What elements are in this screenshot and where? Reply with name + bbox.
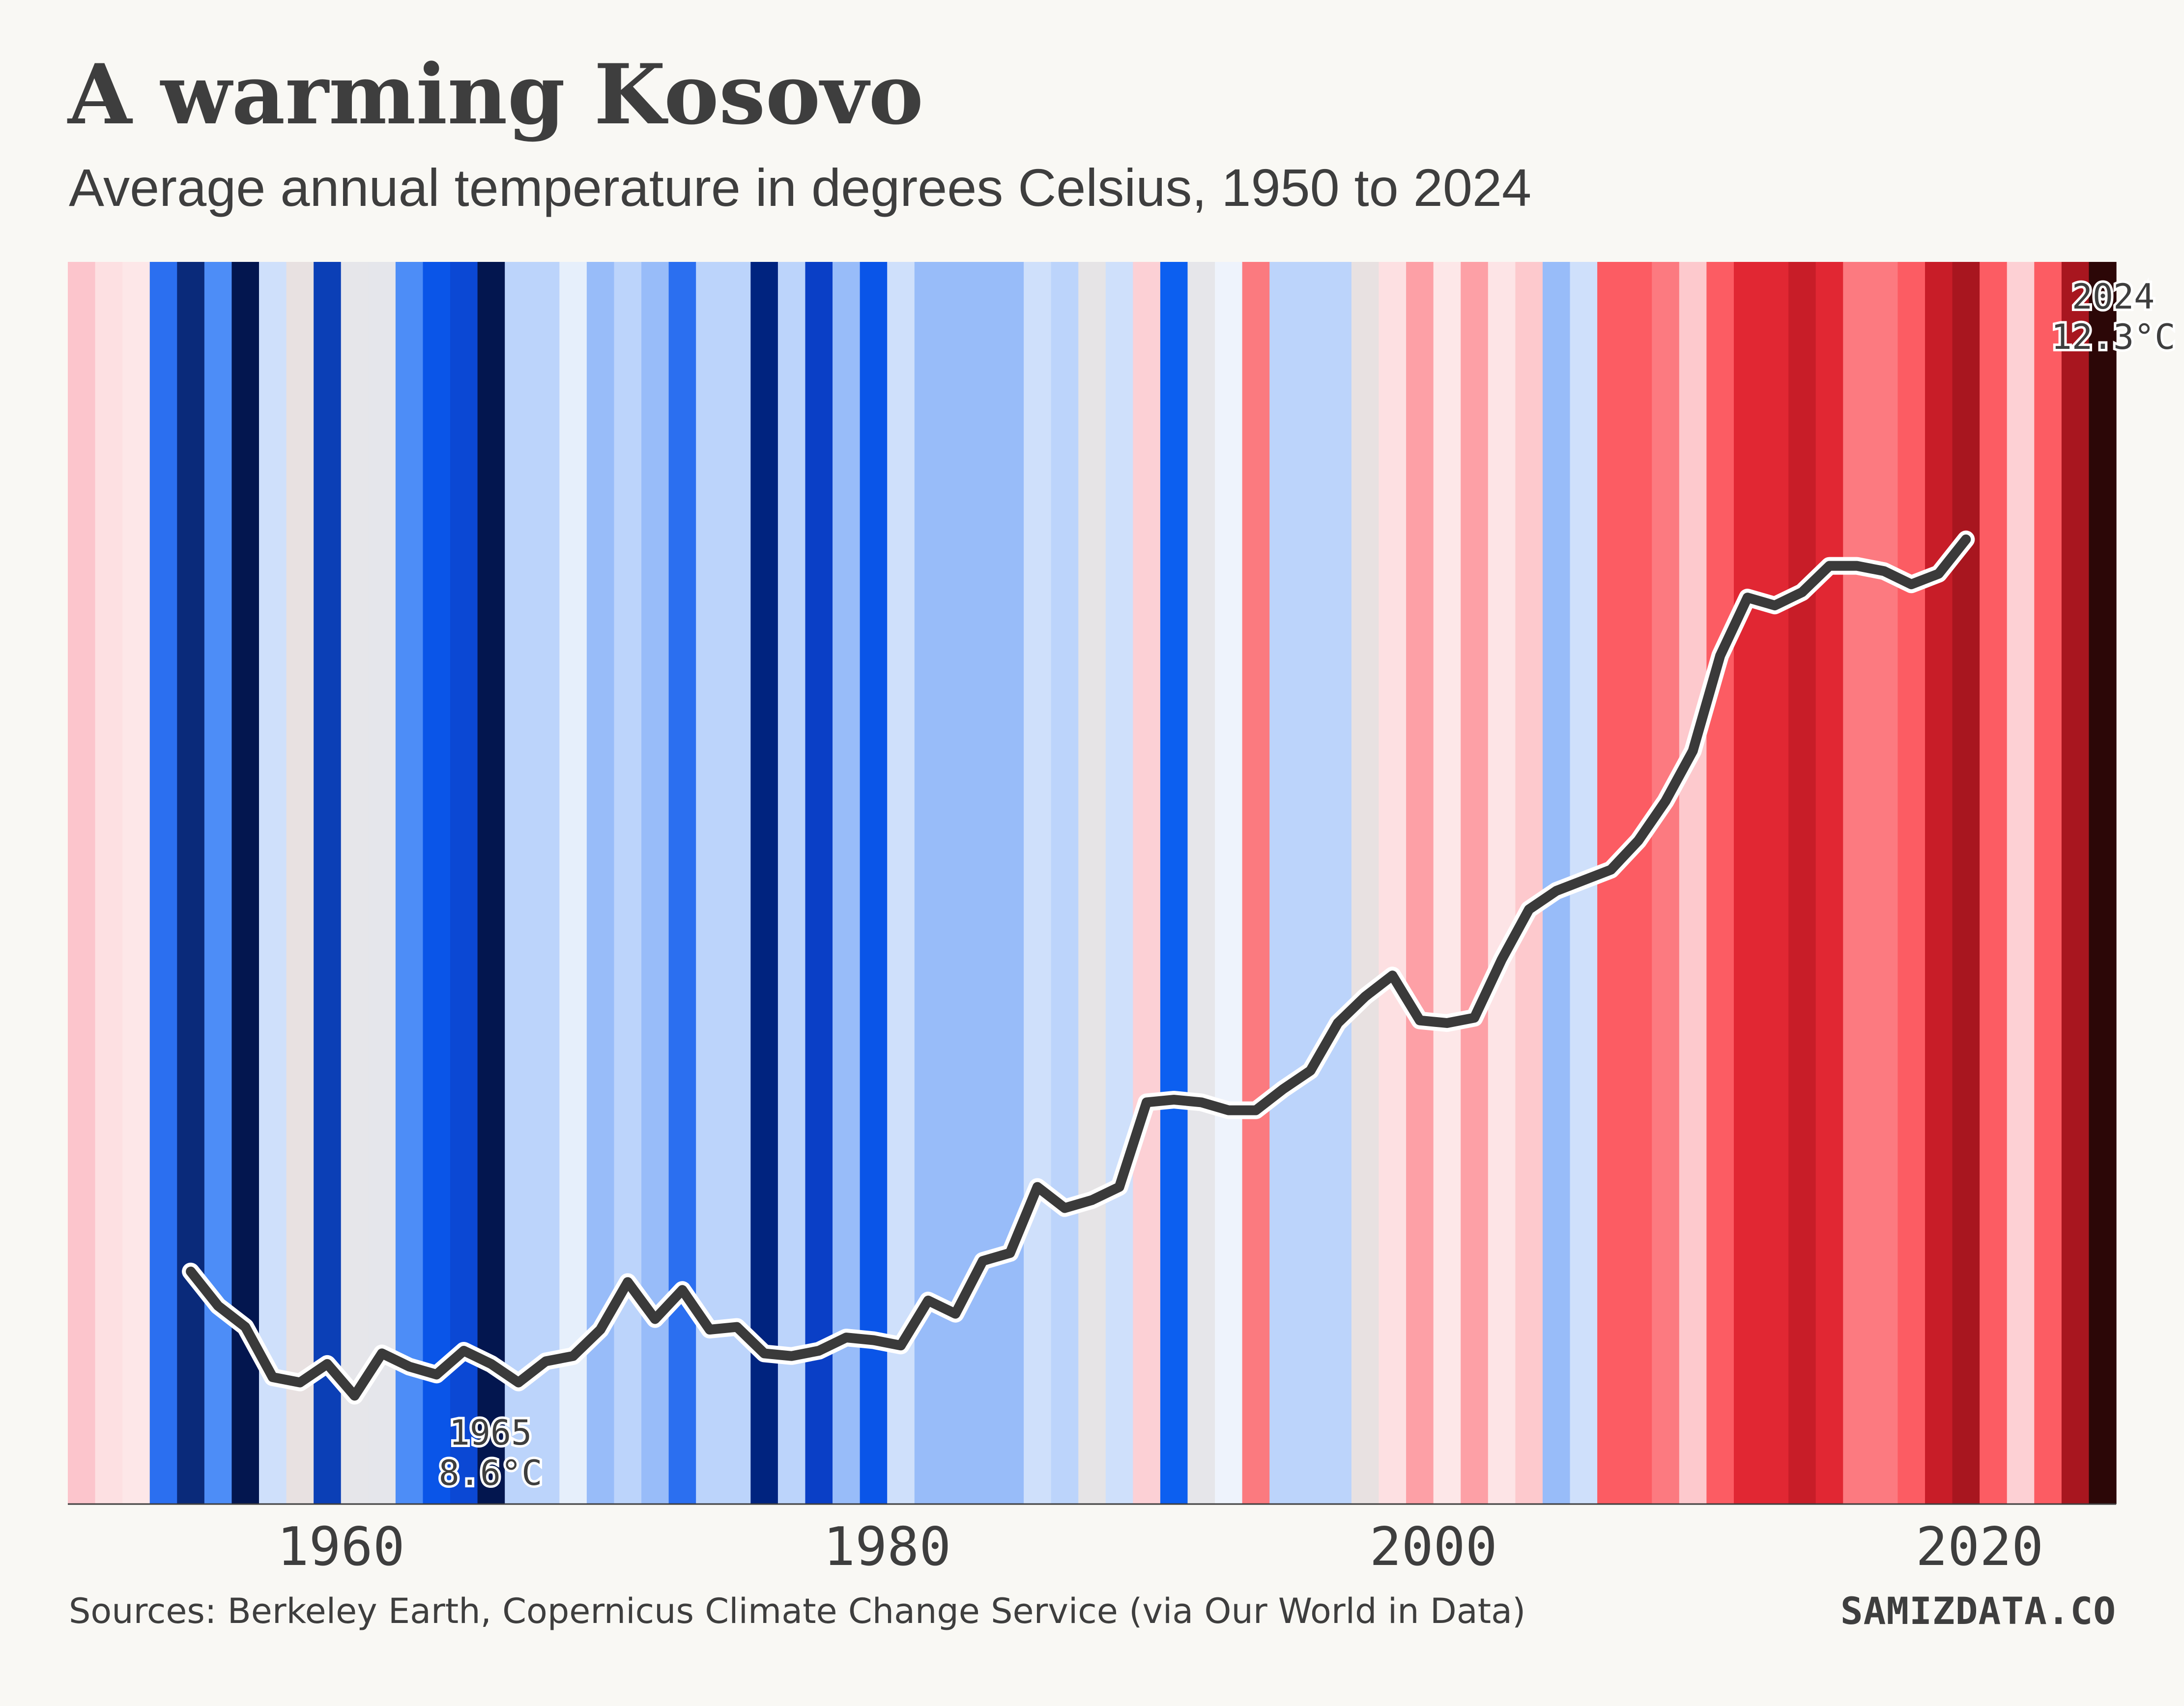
annotation-max-value: 12.3°C bbox=[2051, 317, 2176, 357]
stripe-1993 bbox=[1242, 262, 1270, 1504]
stripe-1989 bbox=[1133, 262, 1161, 1504]
stripe-2021 bbox=[2007, 262, 2035, 1504]
stripe-1985 bbox=[1024, 262, 1052, 1504]
stripe-2022 bbox=[2034, 262, 2062, 1504]
stripe-1996 bbox=[1324, 262, 1352, 1504]
stripe-1967 bbox=[532, 262, 560, 1504]
stripe-2011 bbox=[1733, 262, 1762, 1504]
temperature-line bbox=[186, 534, 1971, 1401]
stripe-1988 bbox=[1105, 262, 1133, 1504]
stripe-1966 bbox=[505, 262, 533, 1504]
stripe-2006 bbox=[1597, 262, 1625, 1504]
stripe-1964 bbox=[450, 262, 478, 1504]
x-tick-label-1960: 1960 bbox=[277, 1516, 405, 1578]
stripe-1995 bbox=[1296, 262, 1324, 1504]
x-axis-ticks: 1960 1980 2000 2020 bbox=[277, 1516, 2043, 1578]
stripe-2012 bbox=[1761, 262, 1789, 1504]
stripe-1961 bbox=[368, 262, 396, 1504]
stripe-1953 bbox=[149, 262, 177, 1504]
stripe-2014 bbox=[1815, 262, 1843, 1504]
stripe-2000 bbox=[1433, 262, 1461, 1504]
source-note: Sources: Berkeley Earth, Copernicus Clim… bbox=[69, 1591, 1526, 1631]
stripe-1957 bbox=[259, 262, 287, 1504]
stripe-1998 bbox=[1379, 262, 1407, 1504]
stripe-1992 bbox=[1215, 262, 1243, 1504]
x-tick-label-2000: 2000 bbox=[1370, 1516, 1497, 1578]
warming-stripes bbox=[68, 262, 2117, 1504]
stripe-1950 bbox=[68, 262, 96, 1504]
stripe-2007 bbox=[1624, 262, 1652, 1504]
stripe-1952 bbox=[122, 262, 150, 1504]
stripe-2013 bbox=[1788, 262, 1816, 1504]
stripe-2016 bbox=[1870, 262, 1898, 1504]
stripe-1999 bbox=[1406, 262, 1434, 1504]
annotation-max-year: 2024 bbox=[2072, 277, 2155, 317]
stripe-1958 bbox=[286, 262, 314, 1504]
stripe-1974 bbox=[723, 262, 751, 1504]
stripe-1960 bbox=[341, 262, 369, 1504]
stripe-1983 bbox=[969, 262, 997, 1504]
stripe-2024 bbox=[2089, 262, 2117, 1504]
stripe-2018 bbox=[1925, 262, 1953, 1504]
stripe-1956 bbox=[231, 262, 259, 1504]
stripe-1987 bbox=[1078, 262, 1106, 1504]
x-tick-label-2020: 2020 bbox=[1916, 1516, 2043, 1578]
stripe-2023 bbox=[2061, 262, 2090, 1504]
stripe-2002 bbox=[1488, 262, 1516, 1504]
stripe-1951 bbox=[95, 262, 123, 1504]
stripe-2010 bbox=[1706, 262, 1734, 1504]
stripe-2017 bbox=[1897, 262, 1925, 1504]
chart-subtitle: Average annual temperature in degrees Ce… bbox=[69, 158, 1532, 217]
stripe-1986 bbox=[1051, 262, 1079, 1504]
stripe-2003 bbox=[1515, 262, 1543, 1504]
stripe-2015 bbox=[1843, 262, 1871, 1504]
brand-logo: SAMIZDATA.CO bbox=[1840, 1589, 2116, 1633]
stripe-1977 bbox=[805, 262, 833, 1504]
stripe-2019 bbox=[1952, 262, 1980, 1504]
stripe-1975 bbox=[750, 262, 778, 1504]
stripe-2008 bbox=[1652, 262, 1680, 1504]
stripe-1980 bbox=[887, 262, 915, 1504]
chart-title: A warming Kosovo bbox=[68, 46, 924, 143]
stripe-1978 bbox=[833, 262, 861, 1504]
stripe-1997 bbox=[1351, 262, 1379, 1504]
stripe-1990 bbox=[1160, 262, 1188, 1504]
stripe-1954 bbox=[177, 262, 205, 1504]
stripe-1970 bbox=[614, 262, 642, 1504]
stripe-1963 bbox=[423, 262, 451, 1504]
x-tick-label-1980: 1980 bbox=[823, 1516, 951, 1578]
stripe-1962 bbox=[395, 262, 424, 1504]
temperature-line-layer bbox=[182, 530, 1975, 1405]
stripe-1979 bbox=[860, 262, 888, 1504]
stripe-1965 bbox=[477, 262, 505, 1504]
stripe-2020 bbox=[1980, 262, 2008, 1504]
stripe-2009 bbox=[1679, 262, 1707, 1504]
stripe-1976 bbox=[777, 262, 806, 1504]
stripe-2001 bbox=[1461, 262, 1489, 1504]
stripe-1994 bbox=[1269, 262, 1297, 1504]
annotation-min-value: 8.6°C bbox=[439, 1453, 543, 1493]
stripe-1968 bbox=[559, 262, 587, 1504]
stripe-1973 bbox=[696, 262, 724, 1504]
stripe-1959 bbox=[314, 262, 342, 1504]
stripe-1984 bbox=[996, 262, 1024, 1504]
annotations: 1965 8.6°C 2024 12.3°C bbox=[436, 274, 2178, 1496]
stripe-1991 bbox=[1187, 262, 1215, 1504]
annotation-min-year: 1965 bbox=[449, 1413, 532, 1453]
